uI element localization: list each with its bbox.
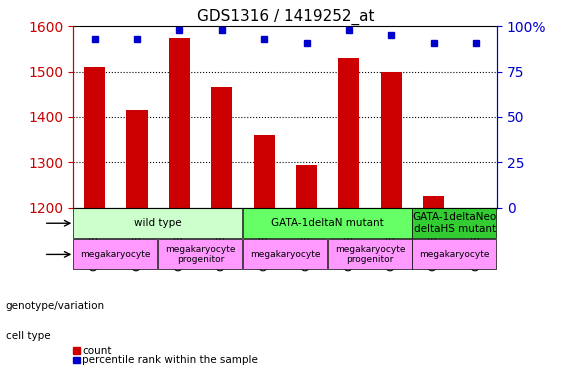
- Text: megakaryocyte: megakaryocyte: [81, 250, 151, 259]
- FancyBboxPatch shape: [158, 240, 242, 269]
- Text: megakaryocyte
progenitor: megakaryocyte progenitor: [166, 245, 236, 264]
- Text: GATA-1deltaN mutant: GATA-1deltaN mutant: [271, 218, 384, 228]
- Bar: [169, 38, 190, 208]
- Bar: [84, 67, 105, 208]
- FancyBboxPatch shape: [73, 240, 157, 269]
- Text: genotype/variation: genotype/variation: [6, 301, 105, 310]
- FancyBboxPatch shape: [412, 240, 497, 269]
- Title: GDS1316 / 1419252_at: GDS1316 / 1419252_at: [197, 9, 374, 25]
- Bar: [254, 135, 275, 208]
- Bar: [211, 87, 232, 208]
- FancyBboxPatch shape: [328, 240, 411, 269]
- FancyBboxPatch shape: [243, 240, 327, 269]
- Bar: [423, 196, 444, 208]
- Text: cell type: cell type: [6, 331, 50, 340]
- Text: percentile rank within the sample: percentile rank within the sample: [82, 355, 258, 365]
- FancyBboxPatch shape: [73, 208, 242, 238]
- FancyBboxPatch shape: [412, 208, 497, 238]
- Text: count: count: [82, 346, 111, 355]
- Bar: [338, 58, 359, 208]
- Text: wild type: wild type: [134, 218, 182, 228]
- Bar: [381, 72, 402, 208]
- Text: megakaryocyte: megakaryocyte: [420, 250, 490, 259]
- FancyBboxPatch shape: [243, 208, 411, 238]
- Text: megakaryocyte
progenitor: megakaryocyte progenitor: [335, 245, 405, 264]
- Text: megakaryocyte: megakaryocyte: [250, 250, 320, 259]
- Bar: [296, 165, 317, 208]
- Text: GATA-1deltaNeo
deltaHS mutant: GATA-1deltaNeo deltaHS mutant: [412, 212, 497, 234]
- Bar: [127, 110, 147, 208]
